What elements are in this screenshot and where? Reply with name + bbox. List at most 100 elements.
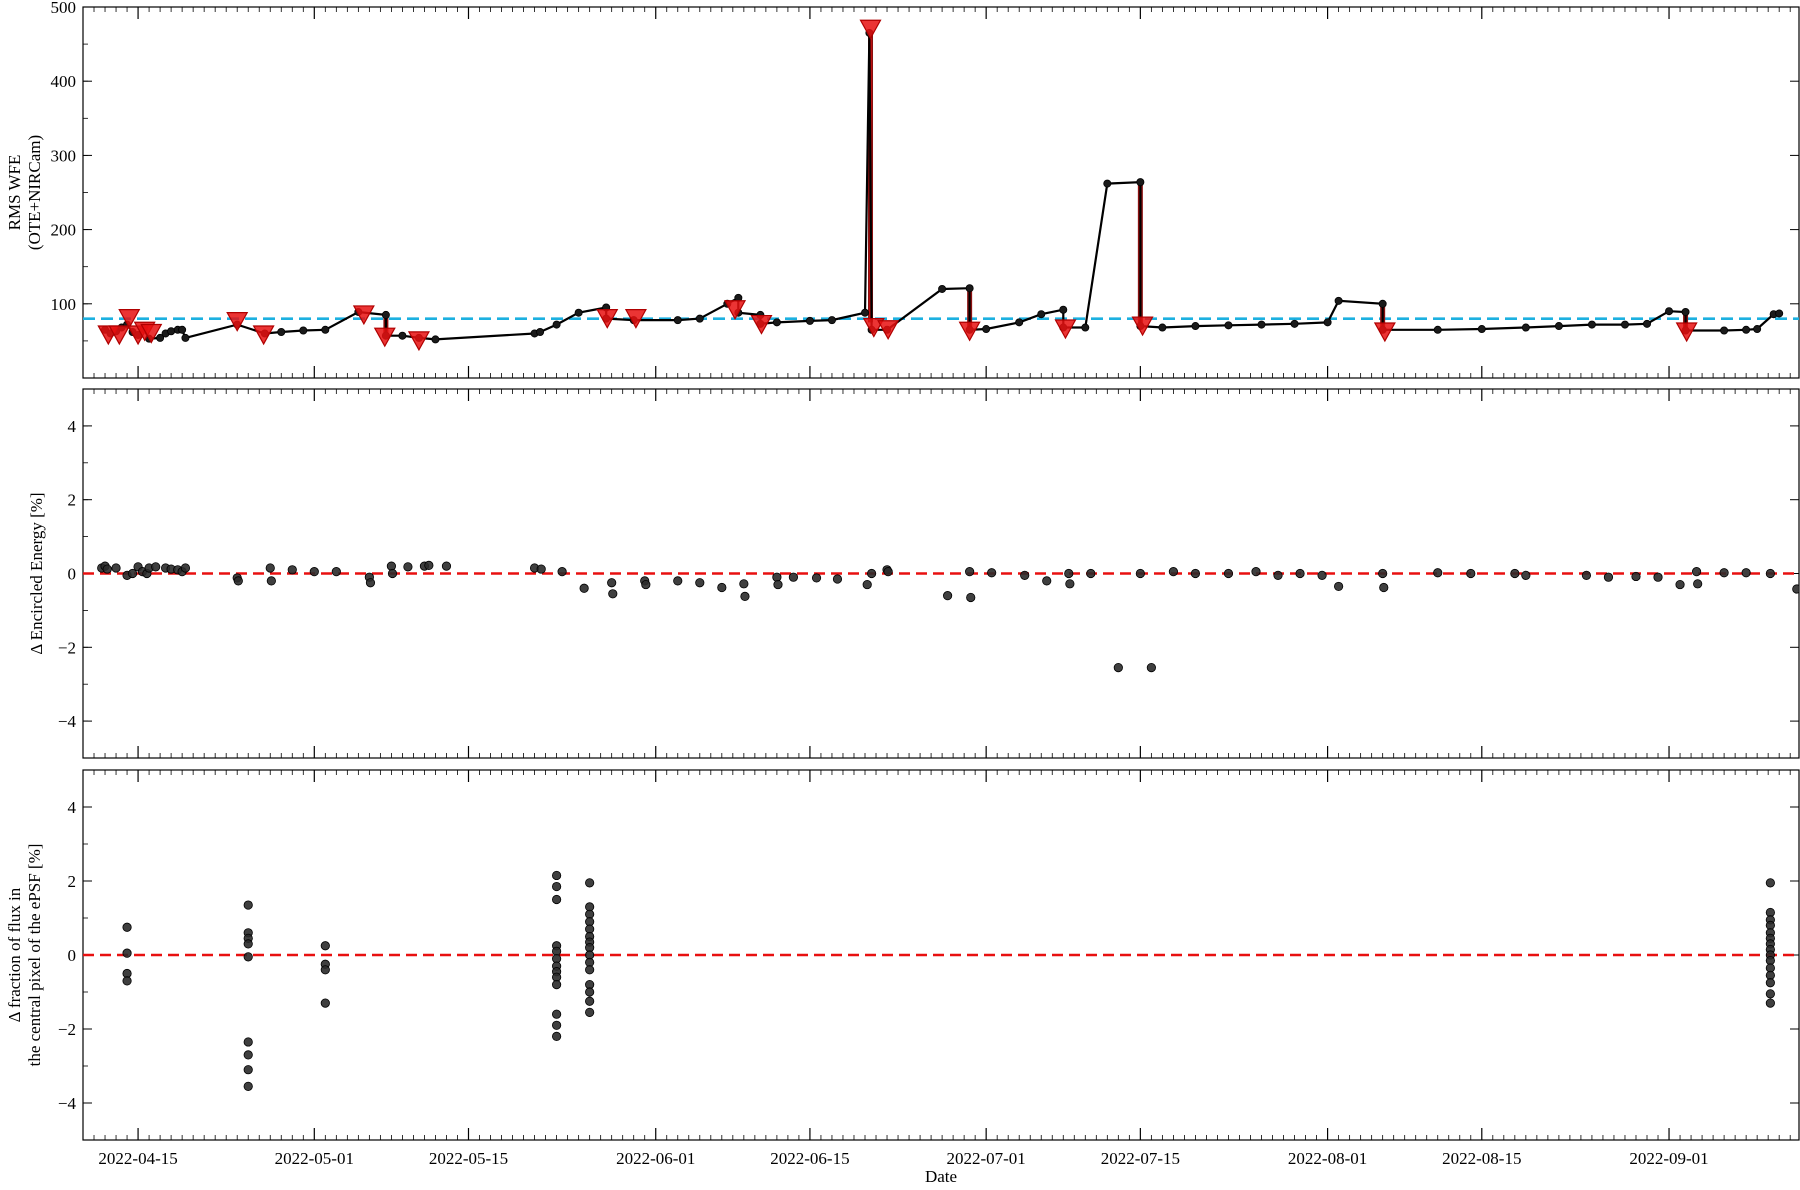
data-point	[320, 941, 330, 951]
data-point	[536, 327, 545, 336]
data-point	[1257, 320, 1266, 329]
data-point	[1603, 572, 1614, 582]
data-point	[266, 576, 276, 586]
data-point	[365, 578, 376, 588]
y-tick-label: −2	[58, 638, 76, 657]
alert-marker	[877, 320, 900, 341]
data-point	[695, 578, 705, 588]
alert-marker	[724, 300, 747, 320]
data-point	[1290, 319, 1299, 328]
data-point	[552, 881, 562, 892]
data-point	[1113, 662, 1123, 673]
data-point	[1631, 571, 1641, 582]
data-point	[277, 327, 286, 336]
data-point	[557, 567, 567, 577]
plot-area	[83, 560, 1799, 673]
data-point	[1665, 307, 1674, 316]
data-point	[320, 965, 330, 975]
data-point	[299, 326, 308, 335]
data-point	[1719, 568, 1729, 578]
data-point	[1521, 570, 1531, 580]
data-point	[1020, 570, 1030, 580]
data-point	[552, 870, 562, 881]
data-point	[805, 316, 814, 325]
y-tick-label: 400	[51, 72, 77, 91]
data-point	[1581, 570, 1592, 580]
x-tick-label: 2022-04-15	[98, 1149, 177, 1168]
data-point	[585, 996, 595, 1006]
y-axis-label: Δ fraction of flux in	[5, 887, 24, 1022]
alert-marker	[118, 309, 141, 329]
y-tick-label: 100	[51, 295, 77, 314]
alert-marker	[1054, 319, 1077, 340]
data-point	[321, 325, 330, 334]
x-tick-label: 2022-05-15	[429, 1149, 508, 1168]
data-point	[1792, 584, 1799, 594]
data-point	[552, 979, 562, 990]
encircled-energy-panel: −4 −2 0 2 4 Δ Encircled Energy [%]	[27, 388, 1800, 759]
alert-marker	[352, 305, 375, 326]
data-point	[127, 568, 138, 579]
data-point	[265, 563, 275, 573]
data-point	[1251, 567, 1261, 577]
alert-marker	[226, 312, 249, 332]
data-point	[608, 589, 618, 599]
data-point	[287, 565, 297, 575]
data-point	[966, 592, 976, 603]
data-point	[965, 567, 975, 577]
data-point	[1135, 568, 1145, 579]
data-point	[1691, 567, 1702, 577]
data-point	[1136, 178, 1145, 187]
data-point	[938, 284, 947, 293]
plot-area	[83, 19, 1799, 352]
y-tick-label: −4	[58, 1094, 77, 1113]
data-point	[243, 1065, 253, 1075]
data-point	[1273, 570, 1283, 580]
data-point	[1742, 325, 1751, 334]
data-point	[585, 987, 595, 997]
data-point	[1765, 568, 1775, 579]
data-point	[1334, 581, 1344, 592]
data-point	[1223, 568, 1234, 579]
data-point	[1554, 322, 1563, 331]
data-point	[1191, 322, 1200, 331]
data-point	[102, 564, 112, 574]
data-point	[832, 574, 843, 584]
data-point	[243, 900, 253, 910]
y-axis-label: Δ Encircled Energy [%]	[27, 492, 46, 654]
data-point	[1587, 320, 1596, 329]
data-point	[1190, 568, 1201, 579]
rms-wfe-line	[104, 32, 1780, 341]
alert-marker	[252, 325, 275, 346]
alert-marker	[750, 314, 773, 335]
alert-marker	[1131, 316, 1154, 337]
data-point	[122, 976, 132, 986]
data-point	[1317, 570, 1327, 580]
data-point	[178, 325, 187, 334]
central-pixel-flux-panel: −4 −2 0 2 4 2022-04-15 2022-05-01 2022-05-15 202…	[5, 769, 1800, 1168]
data-point	[862, 579, 872, 590]
y-tick-label: 0	[68, 946, 77, 965]
data-point	[740, 591, 750, 601]
data-point	[552, 894, 562, 905]
x-tick-label: 2022-06-15	[770, 1149, 849, 1168]
y-tick-label: −2	[58, 1020, 76, 1039]
y-tick-label: 0	[68, 565, 77, 584]
data-point	[1693, 579, 1703, 589]
data-point	[811, 573, 822, 583]
x-tick-label: 2022-06-01	[616, 1149, 695, 1168]
data-point	[1103, 179, 1112, 188]
data-point	[1510, 568, 1520, 579]
data-point	[773, 579, 783, 590]
data-point	[695, 314, 704, 323]
data-point	[1765, 989, 1775, 999]
alert-marker	[859, 19, 882, 40]
data-point	[883, 567, 893, 577]
data-point	[320, 998, 330, 1008]
data-point	[1015, 318, 1024, 327]
y-tick-label: 2	[68, 491, 77, 510]
data-point	[122, 922, 132, 932]
data-point	[243, 1050, 253, 1060]
data-point	[1334, 296, 1343, 305]
